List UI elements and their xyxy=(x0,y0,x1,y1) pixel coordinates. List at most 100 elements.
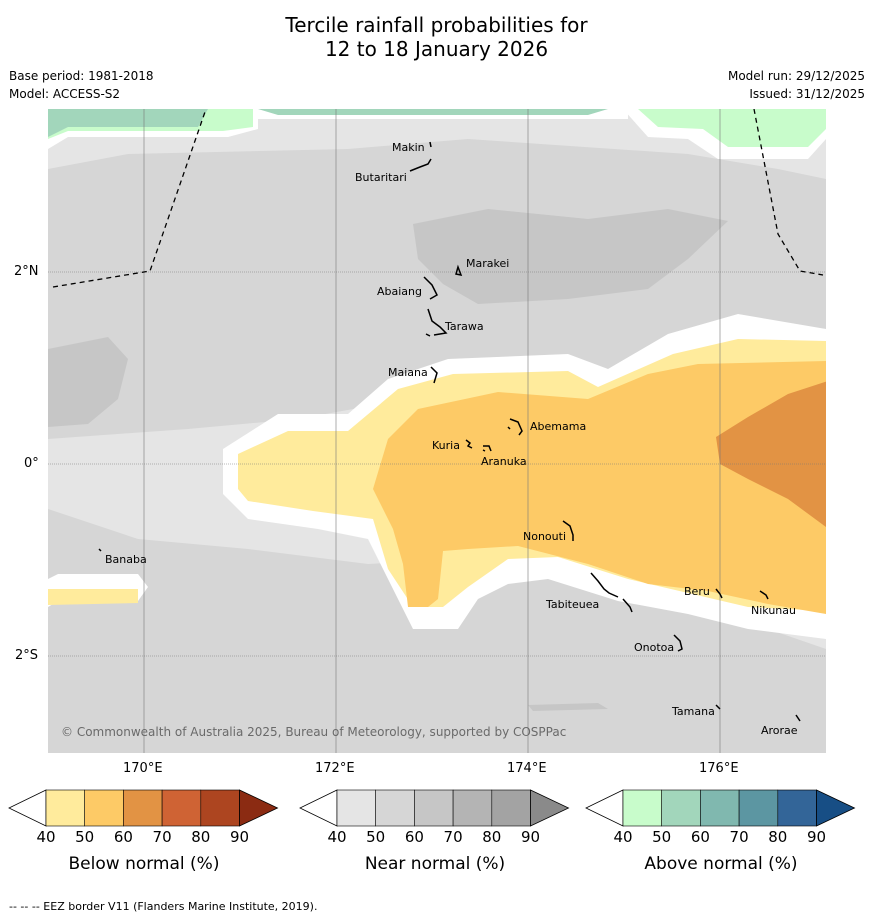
eez-border xyxy=(52,109,824,288)
colorbar-near-normal xyxy=(299,789,570,827)
marakei-outline xyxy=(455,264,463,277)
colorbar-tick-label: 70 xyxy=(729,828,749,846)
island-label-nikunau: Nikunau xyxy=(751,604,796,617)
island-label-arorae: Arorae xyxy=(761,724,798,737)
model-run-date: Model run: 29/12/2025 xyxy=(727,69,865,83)
island-label-makin: Makin xyxy=(392,141,425,154)
base-period: Base period: 1981-2018 xyxy=(9,69,154,83)
model-name: Model: ACCESS-S2 xyxy=(9,87,121,101)
colorbar-segment xyxy=(84,789,124,827)
colorbar-tick-label: 90 xyxy=(229,828,250,846)
lon-tick-172e: 172°E xyxy=(315,761,355,776)
island-label-kuria: Kuria xyxy=(432,439,460,452)
colorbar-segment xyxy=(738,789,779,827)
lon-tick-170e: 170°E xyxy=(123,761,163,776)
colorbar-segment xyxy=(375,789,415,827)
colorbar-segment xyxy=(700,789,740,827)
lat-tick-0: 0° xyxy=(24,456,39,471)
makin-outline xyxy=(429,141,432,148)
colorbar-segment xyxy=(414,789,454,827)
aranuka-outline xyxy=(482,445,492,452)
colorbar-tick-label: 90 xyxy=(520,828,541,846)
colorbar-tick-label: 60 xyxy=(404,828,424,846)
map-title-line1: Tercile rainfall probabilities for xyxy=(285,13,588,37)
colorbar-tick-label: 60 xyxy=(690,828,710,846)
colorbar-tick-label: 70 xyxy=(443,828,463,846)
colorbar-segment xyxy=(777,789,817,827)
lat-tick-2n: 2°N xyxy=(14,264,39,279)
below-normal-40-50-area xyxy=(48,589,138,605)
butaritari-outline xyxy=(409,158,432,172)
colorbar-segment xyxy=(491,789,531,827)
colorbar-tick-label: 40 xyxy=(327,828,347,846)
lat-tick-2s: 2°S xyxy=(15,648,39,663)
issued-date: Issued: 31/12/2025 xyxy=(749,87,865,101)
colorbar-tick-label: 60 xyxy=(113,828,133,846)
island-label-abemama: Abemama xyxy=(530,420,586,433)
island-label-aranuka: Aranuka xyxy=(481,455,527,468)
nikunau-outline xyxy=(759,590,769,600)
island-label-maiana: Maiana xyxy=(388,366,428,379)
arorae-outline xyxy=(795,714,801,722)
maiana-outline xyxy=(430,366,438,384)
colorbar-segment xyxy=(336,789,377,827)
colorbar-segment xyxy=(161,789,202,827)
island-label-tabiteuea: Tabiteuea xyxy=(545,598,599,611)
colorbar-tick-label: 80 xyxy=(191,828,211,846)
graticule xyxy=(48,109,826,753)
probability-map: Makin Butaritari Marakei Abaiang Tarawa … xyxy=(48,109,826,753)
near-normal-60-70-area xyxy=(528,703,608,711)
colorbar-tick-label: 40 xyxy=(36,828,56,846)
nonouti-outline xyxy=(562,520,574,541)
island-label-butaritari: Butaritari xyxy=(355,171,407,184)
colorbar-low-extend xyxy=(8,789,47,827)
near-normal-60-70-area xyxy=(48,337,128,427)
colorbar-tick-label: 80 xyxy=(482,828,502,846)
below-normal-50-60-area xyxy=(373,361,826,614)
colorbar-below-normal xyxy=(8,789,279,827)
colorbar-segment xyxy=(45,789,86,827)
colorbar-high-extend xyxy=(530,789,570,827)
copyright-notice: © Commonwealth of Australia 2025, Bureau… xyxy=(61,725,566,739)
island-label-tarawa: Tarawa xyxy=(444,320,484,333)
island-label-onotoa: Onotoa xyxy=(634,641,674,654)
colorbar-low-extend xyxy=(299,789,338,827)
tarawa-outline xyxy=(425,308,448,337)
colorbar-high-extend xyxy=(816,789,856,827)
colorbar-tick-label: 50 xyxy=(366,828,386,846)
island-label-beru: Beru xyxy=(684,585,710,598)
abemama-outline xyxy=(507,418,523,436)
colorbar-tick-label: 50 xyxy=(652,828,672,846)
island-label-abaiang: Abaiang xyxy=(377,285,422,298)
tabiteuea-outline xyxy=(590,572,633,613)
colorbar-tick-label: 40 xyxy=(613,828,633,846)
colorbar-near-normal-label: Near normal (%) xyxy=(364,854,506,874)
colorbar-above-normal xyxy=(585,789,856,827)
colorbar-tick-label: 50 xyxy=(75,828,95,846)
abaiang-outline xyxy=(423,276,438,300)
above-normal-50-60-area xyxy=(258,109,608,115)
island-label-tamana: Tamana xyxy=(671,705,715,718)
colorbar-segment xyxy=(123,789,163,827)
colorbar-segment xyxy=(661,789,701,827)
below-normal-60-70-area xyxy=(716,381,826,527)
above-normal-40-50-area xyxy=(638,109,826,147)
near-normal-60-70-area xyxy=(413,209,728,304)
onotoa-outline xyxy=(673,634,683,652)
tamana-outline xyxy=(715,704,721,710)
colorbar-segment xyxy=(452,789,493,827)
island-label-nonouti: Nonouti xyxy=(523,530,566,543)
island-label-marakei: Marakei xyxy=(466,257,509,270)
colorbar-above-normal-label: Above normal (%) xyxy=(644,854,798,874)
colorbar-below-normal-label: Below normal (%) xyxy=(68,854,220,874)
colorbar-tick-label: 90 xyxy=(806,828,827,846)
banaba-outline xyxy=(98,548,102,552)
island-outlines xyxy=(98,141,801,722)
lon-tick-174e: 174°E xyxy=(507,761,547,776)
eez-footnote: -- -- -- EEZ border V11 (Flanders Marine… xyxy=(9,900,318,913)
colorbar-segment xyxy=(200,789,240,827)
above-normal-50-60-area xyxy=(48,109,208,137)
colorbar-segment xyxy=(622,789,663,827)
map-title-line2: 12 to 18 January 2026 xyxy=(324,37,549,61)
near-normal-50-60-area xyxy=(48,509,826,753)
